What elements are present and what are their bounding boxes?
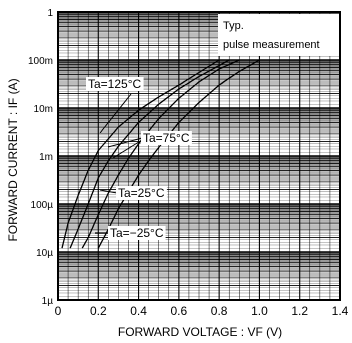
y-tick-label: 100m (28, 56, 53, 67)
x-tick-label: 1.0 (251, 304, 268, 318)
x-tick-label: 0.6 (171, 304, 188, 318)
series-label: Ta=125°C (88, 77, 142, 91)
x-tick-label: 0.2 (90, 304, 107, 318)
y-tick-label: 10m (34, 104, 53, 115)
series-line-2 (81, 59, 240, 249)
series-label-background (86, 77, 144, 91)
series-label: Ta=75°C (143, 131, 190, 145)
plot-frame (57, 11, 341, 301)
series-line-1 (69, 59, 230, 249)
annotation-box: Typ. pulse measurement (218, 14, 339, 56)
series-label-leader (112, 139, 143, 159)
x-axis-title: FORWARD VOLTAGE : VF (V) (118, 325, 282, 339)
tick-labels: 0 0.2 0.4 0.6 0.8 1.0 1.2 1.4 1 100m 10m 1m 100µ 10µ 1… (28, 8, 349, 318)
series-label-background (108, 226, 166, 240)
x-tick-label: 0.8 (211, 304, 228, 318)
series-labels: Ta=125°C Ta=75°C Ta=25°C Ta=−25°C (86, 77, 192, 240)
series-label-background (141, 131, 192, 145)
series-line-0 (61, 59, 220, 249)
series-label-background (116, 186, 167, 200)
y-tick-label: 100µ (31, 200, 54, 211)
y-tick-label: 1µ (42, 296, 54, 307)
x-tick-label: 1.4 (332, 304, 349, 318)
x-tick-label: 0.4 (130, 304, 147, 318)
curves (61, 59, 260, 249)
series-label: Ta=25°C (118, 186, 165, 200)
series-label-leader (99, 189, 118, 194)
x-tick-label: 1.2 (291, 304, 308, 318)
series-label-leader (107, 137, 143, 148)
series-label-leader (99, 93, 132, 134)
y-axis-title: FORWARD CURRENT : IF (A) (6, 78, 20, 241)
y-tick-label: 1 (47, 8, 53, 19)
y-tick-label: 10µ (36, 248, 53, 259)
annotation-pulse-measurement: pulse measurement (223, 39, 320, 51)
series-label: Ta=−25°C (110, 226, 164, 240)
annotation-typ: Typ. (223, 20, 244, 32)
x-tick-label: 0 (55, 304, 62, 318)
series-line-3 (97, 59, 260, 249)
grid (57, 12, 341, 301)
y-tick-label: 1m (39, 152, 53, 163)
annotation-background (218, 14, 339, 56)
